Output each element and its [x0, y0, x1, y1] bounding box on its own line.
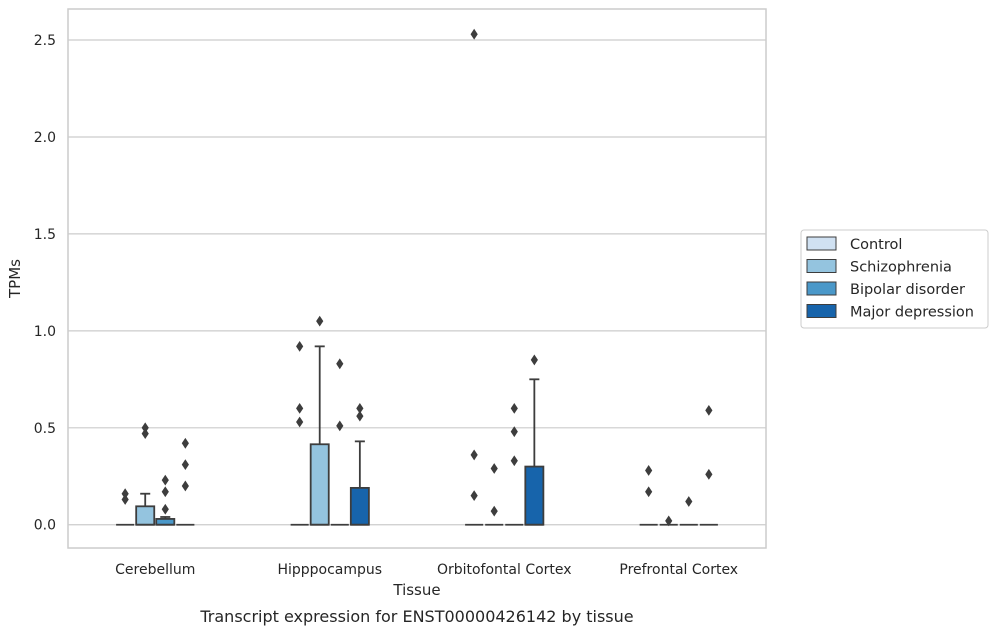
outlier-point [510, 403, 518, 414]
outlier-point [470, 449, 478, 461]
box-major-depression [524, 378, 545, 526]
y-tick-labels: 0.0 0.5 1.0 1.5 2.0 2.5 [34, 33, 56, 534]
legend-label: Schizophrenia [850, 260, 952, 276]
y-tick-label: 2.5 [34, 33, 56, 49]
outlier-point [161, 486, 169, 498]
legend-label: Bipolar disorder [850, 282, 965, 298]
box-bipolar-disorder [155, 516, 176, 526]
outlier-point [470, 490, 478, 502]
x-tick-label: Hipppocampus [277, 562, 382, 578]
outlier-point [296, 403, 304, 414]
y-tick-label: 1.0 [34, 324, 56, 340]
outlier-point [161, 474, 169, 486]
outlier-point [336, 420, 344, 432]
outlier-point [121, 488, 129, 500]
outlier-point [356, 410, 364, 422]
outlier-point [181, 437, 189, 449]
legend-swatch [806, 259, 837, 273]
outlier-point [510, 426, 518, 438]
legend-swatch [806, 304, 837, 318]
outlier-point [705, 404, 713, 416]
legend: Control Schizophrenia Bipolar disorder Majo… [800, 229, 989, 329]
chart-title: Transcript expression for ENST0000042614… [199, 607, 633, 626]
outlier-point [181, 480, 189, 492]
legend-label: Major depression [850, 305, 974, 321]
outlier-point [336, 358, 344, 370]
outlier-point [141, 422, 149, 434]
legend-swatch [806, 236, 837, 251]
y-tick-label: 0.0 [34, 518, 56, 534]
box-body [349, 486, 370, 526]
plot-frame [67, 8, 767, 549]
outlier-point [161, 503, 169, 515]
box-body [135, 505, 156, 526]
outlier-point [705, 468, 713, 480]
outlier-point [296, 340, 304, 352]
y-tick-label: 1.5 [34, 227, 56, 243]
y-axis-label: TPMs [6, 259, 24, 299]
legend-frame [800, 229, 989, 329]
outlier-point [490, 505, 498, 517]
outlier-point [356, 403, 364, 414]
outlier-point [121, 494, 129, 505]
box-major-depression [349, 440, 370, 526]
outlier-point [490, 463, 498, 474]
outlier-point [316, 315, 324, 327]
x-axis-label: Tissue [392, 581, 440, 599]
y-tick-label: 0.5 [34, 421, 56, 437]
box-schizophrenia [309, 345, 330, 526]
x-tick-labels: Cerebellum Hipppocampus Orbitofontal Corte… [115, 562, 738, 578]
outlier-point [645, 486, 653, 498]
box-body [524, 465, 545, 526]
outlier-point [141, 428, 149, 440]
outlier-point [530, 354, 538, 366]
outlier-point [645, 465, 653, 476]
outliers [121, 28, 713, 527]
outlier-point [296, 416, 304, 428]
outlier-point [510, 455, 518, 467]
legend-swatch [806, 281, 837, 296]
box-body [309, 443, 330, 526]
outlier-point [470, 28, 478, 40]
legend-label: Control [850, 237, 902, 253]
outlier-point [665, 515, 673, 527]
box-schizophrenia [135, 492, 156, 526]
outlier-point [181, 459, 189, 471]
outlier-point [685, 496, 693, 507]
boxes [116, 345, 718, 526]
x-tick-label: Orbitofontal Cortex [437, 562, 572, 578]
x-tick-label: Prefrontal Cortex [619, 562, 738, 578]
x-tick-label: Cerebellum [115, 562, 195, 578]
y-tick-label: 2.0 [34, 130, 56, 146]
